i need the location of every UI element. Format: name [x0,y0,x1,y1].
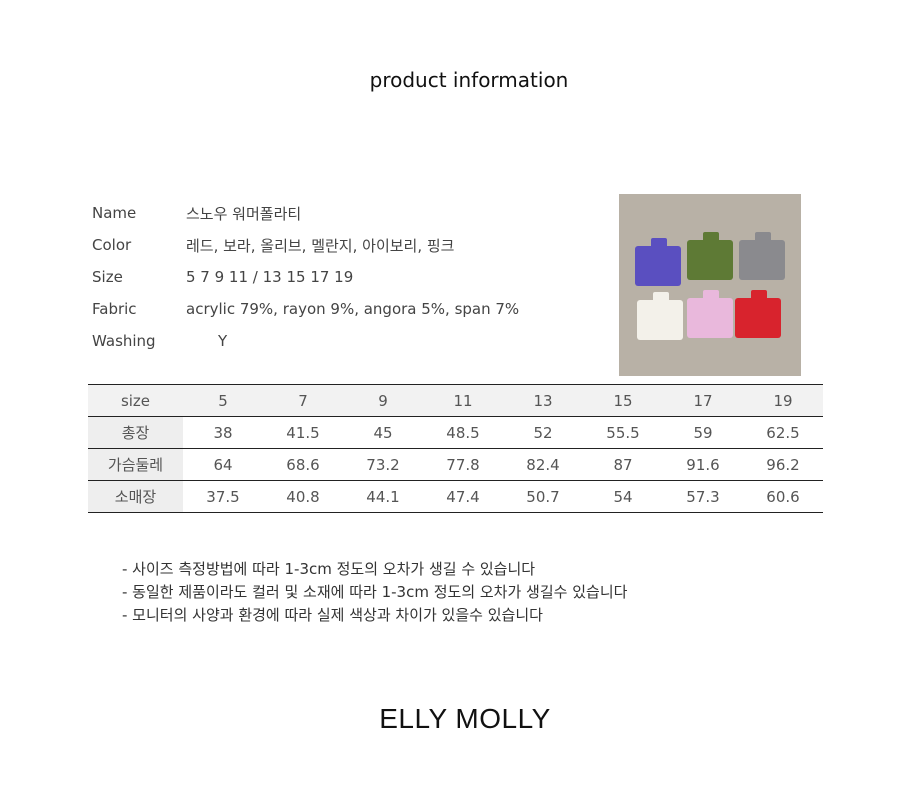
page-title: product information [369,68,569,92]
table-row: 총장 38 41.5 45 48.5 52 55.5 59 62.5 [88,416,823,449]
note: - 사이즈 측정방법에 따라 1-3cm 정도의 오차가 생길 수 있습니다 [122,560,536,578]
table-cell: 17 [663,384,743,417]
table-cell: 64 [183,448,263,481]
row-header-cell: 소매장 [88,480,183,513]
info-value: acrylic 79%, rayon 9%, angora 5%, span 7… [186,300,520,318]
table-cell: 37.5 [183,480,263,513]
table-cell: 60.6 [743,480,823,513]
table-cell: 73.2 [343,448,423,481]
brand-logo: ELLY MOLLY [379,703,551,734]
table-cell: 47.4 [423,480,503,513]
sweater [735,290,781,338]
table-cell: 96.2 [743,448,823,481]
note: - 모니터의 사양과 환경에 따라 실제 색상과 차이가 있을수 있습니다 [122,606,543,624]
table-cell: 55.5 [583,416,663,449]
table-cell: 48.5 [423,416,503,449]
table-cell: 87 [583,448,663,481]
note: - 동일한 제품이라도 컬러 및 소재에 따라 1-3cm 정도의 오차가 생길… [122,583,628,601]
table-cell: 91.6 [663,448,743,481]
sweater [687,232,733,280]
info-row-color: Color 레드, 보라, 올리브, 멜란지, 아이보리, 핑크 [92,229,519,261]
info-row-washing: Washing Y [92,325,519,357]
table-cell: 9 [343,384,423,417]
table-cell: 82.4 [503,448,583,481]
info-label: Name [92,204,137,222]
table-cell: 38 [183,416,263,449]
table-cell: 40.8 [263,480,343,513]
table-cell: 45 [343,416,423,449]
table-cell: 41.5 [263,416,343,449]
product-photo [619,194,801,376]
table-row: 소매장 37.5 40.8 44.1 47.4 50.7 54 57.3 60.6 [88,480,823,513]
sweater [637,292,683,340]
table-cell: 11 [423,384,503,417]
table-cell: 62.5 [743,416,823,449]
sweater [739,232,785,280]
row-header-cell: 가슴둘레 [88,448,183,481]
info-value: 레드, 보라, 올리브, 멜란지, 아이보리, 핑크 [186,236,455,255]
sweater [635,238,681,286]
table-cell: 13 [503,384,583,417]
table-cell: 54 [583,480,663,513]
table-cell: 5 [183,384,263,417]
table-cell: 52 [503,416,583,449]
info-value: Y [218,332,228,350]
info-value: 스노우 워머폴라티 [186,204,302,223]
table-cell: 57.3 [663,480,743,513]
table-cell: 19 [743,384,823,417]
table-cell: 15 [583,384,663,417]
info-label: Fabric [92,300,137,318]
info-value: 5 7 9 11 / 13 15 17 19 [186,268,354,286]
size-table: size 5 7 9 11 13 15 17 19 총장 38 41.5 45 48.5 52 55.5 59 6… [88,384,823,513]
info-row-name: Name 스노우 워머폴라티 [92,197,519,229]
table-cell: 59 [663,416,743,449]
info-label: Size [92,268,123,286]
sweater [687,290,733,338]
info-label: Washing [92,332,156,350]
info-row-fabric: Fabric acrylic 79%, rayon 9%, angora 5%, … [92,293,519,325]
row-header-cell: 총장 [88,416,183,449]
table-cell: 7 [263,384,343,417]
table-cell: 68.6 [263,448,343,481]
row-header-cell: size [88,384,183,417]
table-header-row: size 5 7 9 11 13 15 17 19 [88,384,823,417]
info-row-size: Size 5 7 9 11 / 13 15 17 19 [92,261,519,293]
table-cell: 44.1 [343,480,423,513]
notes: - 사이즈 측정방법에 따라 1-3cm 정도의 오차가 생길 수 있습니다 -… [122,558,627,627]
table-cell: 77.8 [423,448,503,481]
product-info: Name 스노우 워머폴라티 Color 레드, 보라, 올리브, 멜란지, 아이보… [92,197,519,357]
table-row: 가슴둘레 64 68.6 73.2 77.8 82.4 87 91.6 96.2 [88,448,823,481]
table-cell: 50.7 [503,480,583,513]
info-label: Color [92,236,132,254]
